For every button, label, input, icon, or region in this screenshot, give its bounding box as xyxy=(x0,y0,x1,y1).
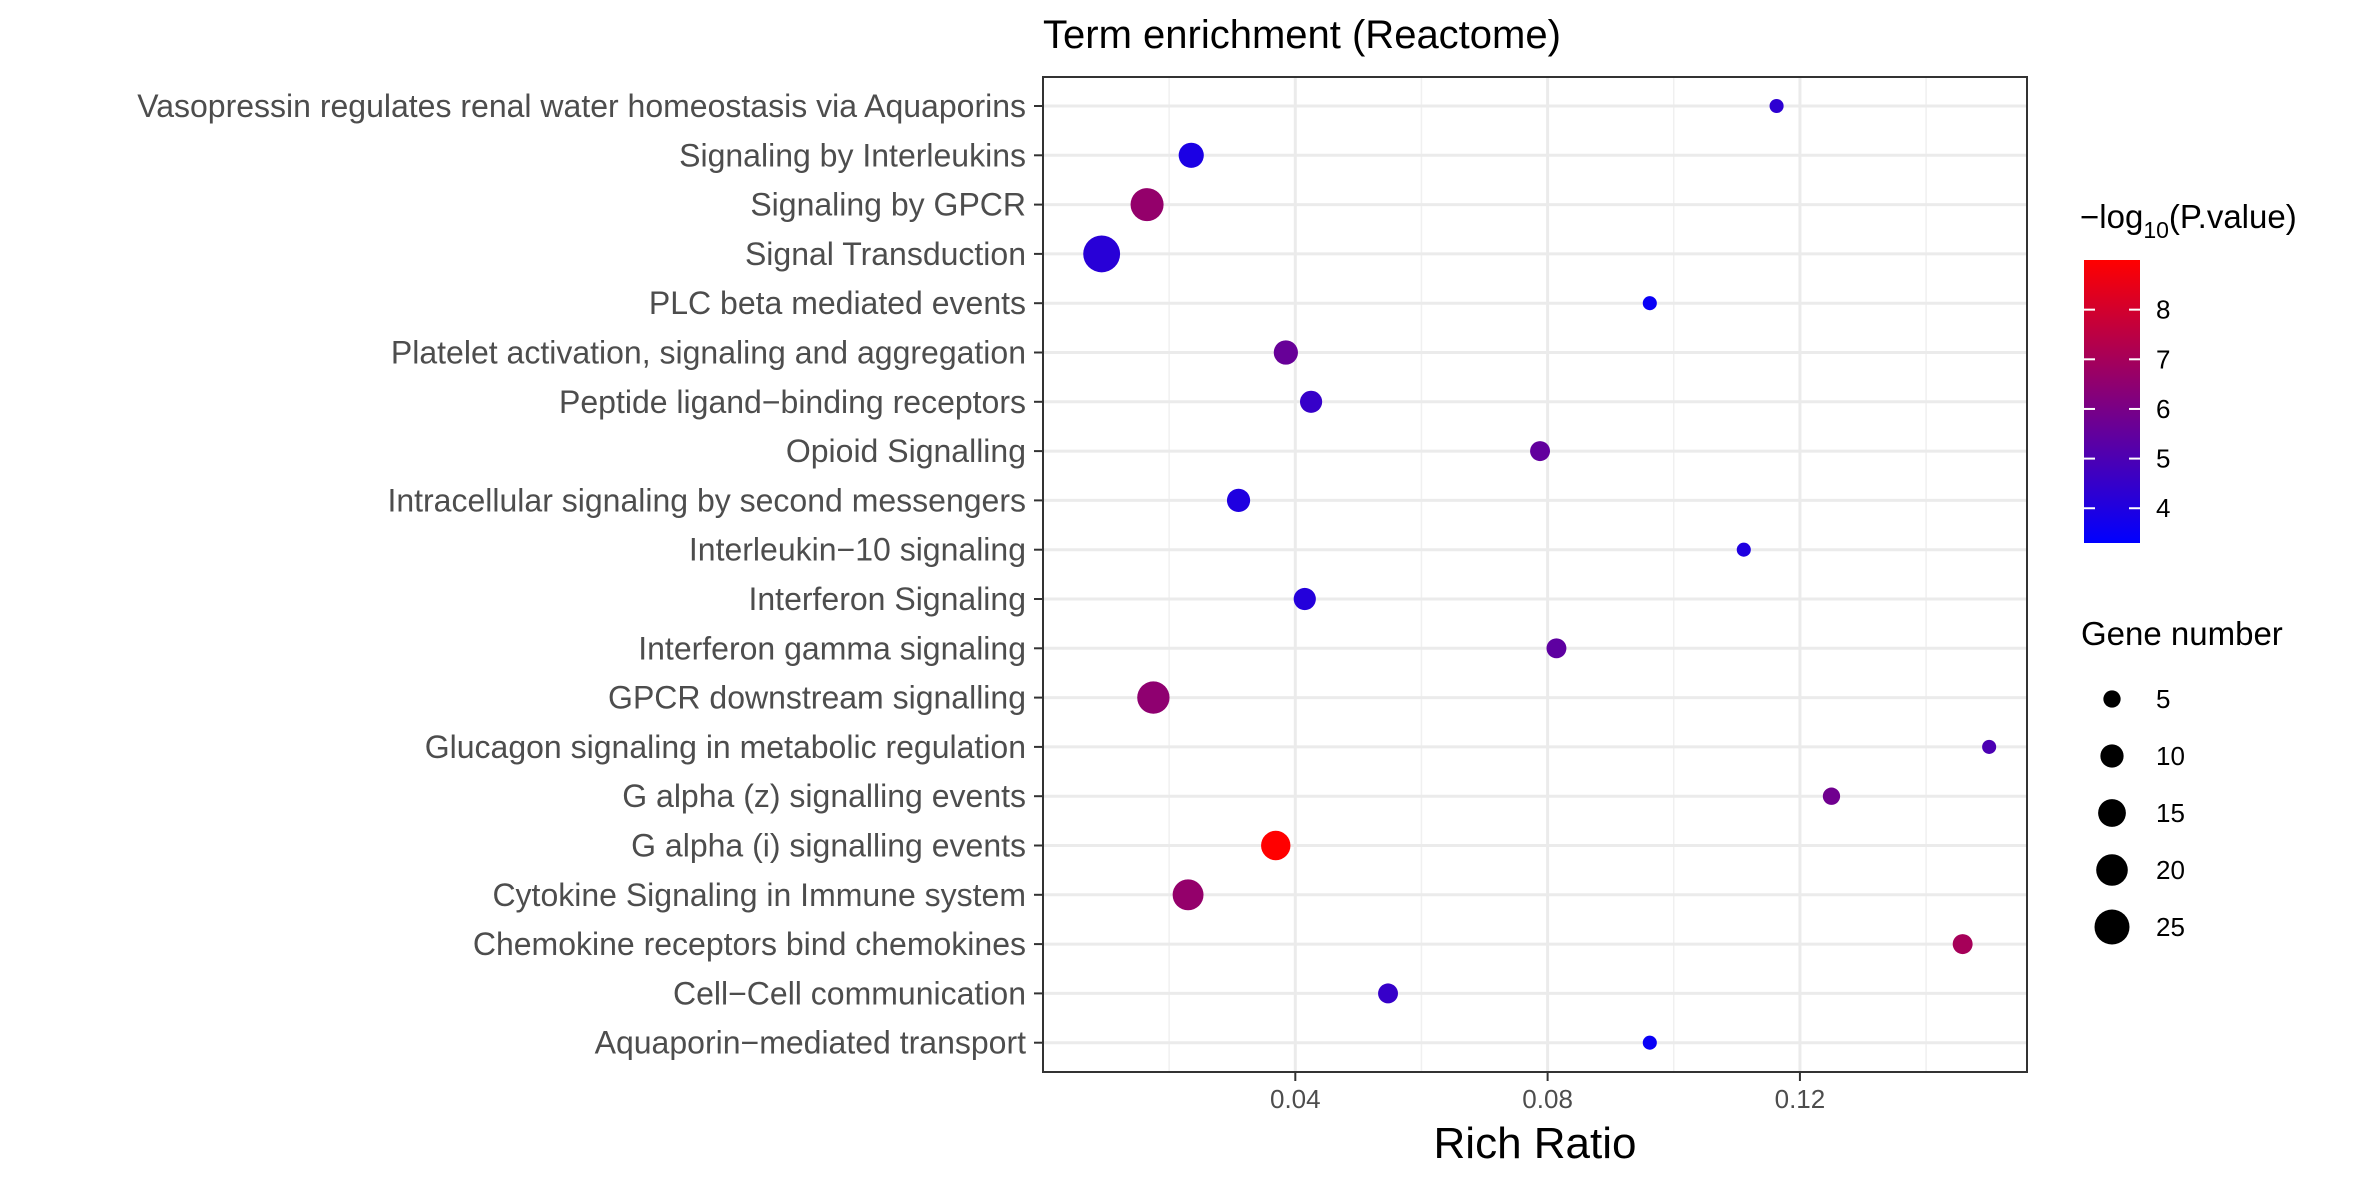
color-bar xyxy=(2084,260,2140,543)
data-point xyxy=(1530,441,1551,462)
size-legend-title: Gene number xyxy=(2081,615,2283,652)
y-tick-label: Interferon gamma signaling xyxy=(638,630,1026,666)
y-tick-label: Interleukin−10 signaling xyxy=(689,532,1026,568)
data-point xyxy=(1261,830,1291,861)
size-legend-label: 25 xyxy=(2156,912,2185,942)
x-axis-ticks: 0.04 0.08 0.12 xyxy=(1270,1072,1825,1114)
data-point xyxy=(1083,235,1121,273)
data-point xyxy=(1769,98,1784,114)
y-tick-label: G alpha (z) signalling events xyxy=(622,778,1026,814)
size-legend-circle xyxy=(2100,744,2124,768)
y-tick-label: Interferon Signaling xyxy=(748,581,1026,617)
y-tick-label: Chemokine receptors bind chemokines xyxy=(473,926,1026,962)
data-point xyxy=(1378,983,1398,1004)
data-point xyxy=(1822,787,1841,805)
y-tick-label: Glucagon signaling in metabolic regulati… xyxy=(425,729,1026,765)
y-tick-label: Intracellular signaling by second messen… xyxy=(387,482,1026,518)
y-tick-label: Signal Transduction xyxy=(745,236,1026,272)
plot-border xyxy=(1042,76,2028,1073)
x-tick-label: 0.04 xyxy=(1270,1084,1321,1114)
y-tick-label: PLC beta mediated events xyxy=(649,285,1026,321)
data-point xyxy=(1546,638,1567,659)
y-tick-label: Cytokine Signaling in Immune system xyxy=(492,877,1026,913)
data-point xyxy=(1130,188,1164,222)
color-bar-tick-label: 8 xyxy=(2156,295,2170,325)
data-point xyxy=(1137,681,1170,714)
color-bar-tick-label: 5 xyxy=(2156,444,2170,474)
size-legend-label: 5 xyxy=(2156,684,2170,714)
color-legend-title: −log10(P.value) xyxy=(2080,198,2297,243)
size-legend-circle xyxy=(2094,909,2130,945)
y-tick-label: Aquaporin−mediated transport xyxy=(595,1025,1027,1061)
y-axis-labels: Vasopressin regulates renal water homeos… xyxy=(137,88,1043,1061)
data-point xyxy=(1952,934,1973,955)
size-legend-label: 15 xyxy=(2156,798,2185,828)
data-point xyxy=(1178,142,1204,168)
data-point xyxy=(1642,296,1657,311)
data-point xyxy=(1982,739,1997,754)
y-tick-label: Peptide ligand−binding receptors xyxy=(559,384,1026,420)
data-points xyxy=(1083,98,1997,1050)
y-tick-label: GPCR downstream signalling xyxy=(608,680,1026,716)
x-tick-label: 0.12 xyxy=(1775,1084,1826,1114)
data-point xyxy=(1736,542,1751,557)
data-point xyxy=(1299,390,1323,413)
y-tick-label: Vasopressin regulates renal water homeos… xyxy=(137,88,1026,124)
data-point xyxy=(1293,587,1316,611)
size-legend-label: 10 xyxy=(2156,741,2185,771)
x-tick-label: 0.08 xyxy=(1522,1084,1573,1114)
data-point xyxy=(1273,340,1298,365)
y-tick-label: Signaling by Interleukins xyxy=(679,137,1026,173)
y-tick-label: Platelet activation, signaling and aggre… xyxy=(391,335,1026,371)
data-point xyxy=(1642,1035,1657,1050)
size-legend-label: 20 xyxy=(2156,855,2185,885)
size-legend-circle xyxy=(2096,854,2128,886)
x-axis-title: Rich Ratio xyxy=(1434,1119,1637,1168)
data-point xyxy=(1226,488,1251,513)
color-legend: −log10(P.value) 4 5 6 7 8 xyxy=(2080,198,2297,543)
size-legend-circle xyxy=(2098,799,2126,827)
y-tick-label: Opioid Signalling xyxy=(786,433,1026,469)
data-point xyxy=(1172,879,1204,911)
color-bar-ticks: 4 5 6 7 8 xyxy=(2084,295,2170,523)
plot-panel xyxy=(1043,77,2027,1072)
color-bar-tick-label: 4 xyxy=(2156,493,2170,523)
size-legend-circle xyxy=(2103,690,2121,708)
color-bar-tick-label: 6 xyxy=(2156,394,2170,424)
size-legend: Gene number 5 10 15 20 25 xyxy=(2081,615,2283,945)
size-legend-items: 5 10 15 20 25 xyxy=(2094,684,2185,945)
chart-title: Term enrichment (Reactome) xyxy=(1043,13,1561,57)
y-tick-label: Cell−Cell communication xyxy=(673,975,1026,1011)
color-bar-tick-label: 7 xyxy=(2156,344,2170,374)
y-tick-label: Signaling by GPCR xyxy=(750,187,1026,223)
y-tick-label: G alpha (i) signalling events xyxy=(631,828,1026,864)
grid-lines xyxy=(1043,77,2027,1072)
